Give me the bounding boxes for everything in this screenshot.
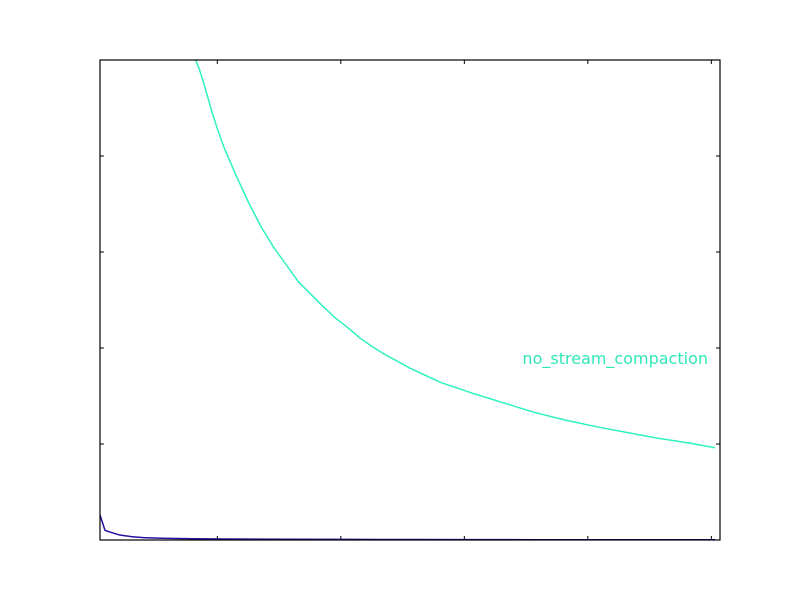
plot-area: [100, 60, 720, 540]
series-line-no-stream-compaction: [194, 59, 716, 449]
series-annotation-label: no_stream_compaction: [522, 349, 708, 369]
plot-frame: [99, 59, 721, 541]
